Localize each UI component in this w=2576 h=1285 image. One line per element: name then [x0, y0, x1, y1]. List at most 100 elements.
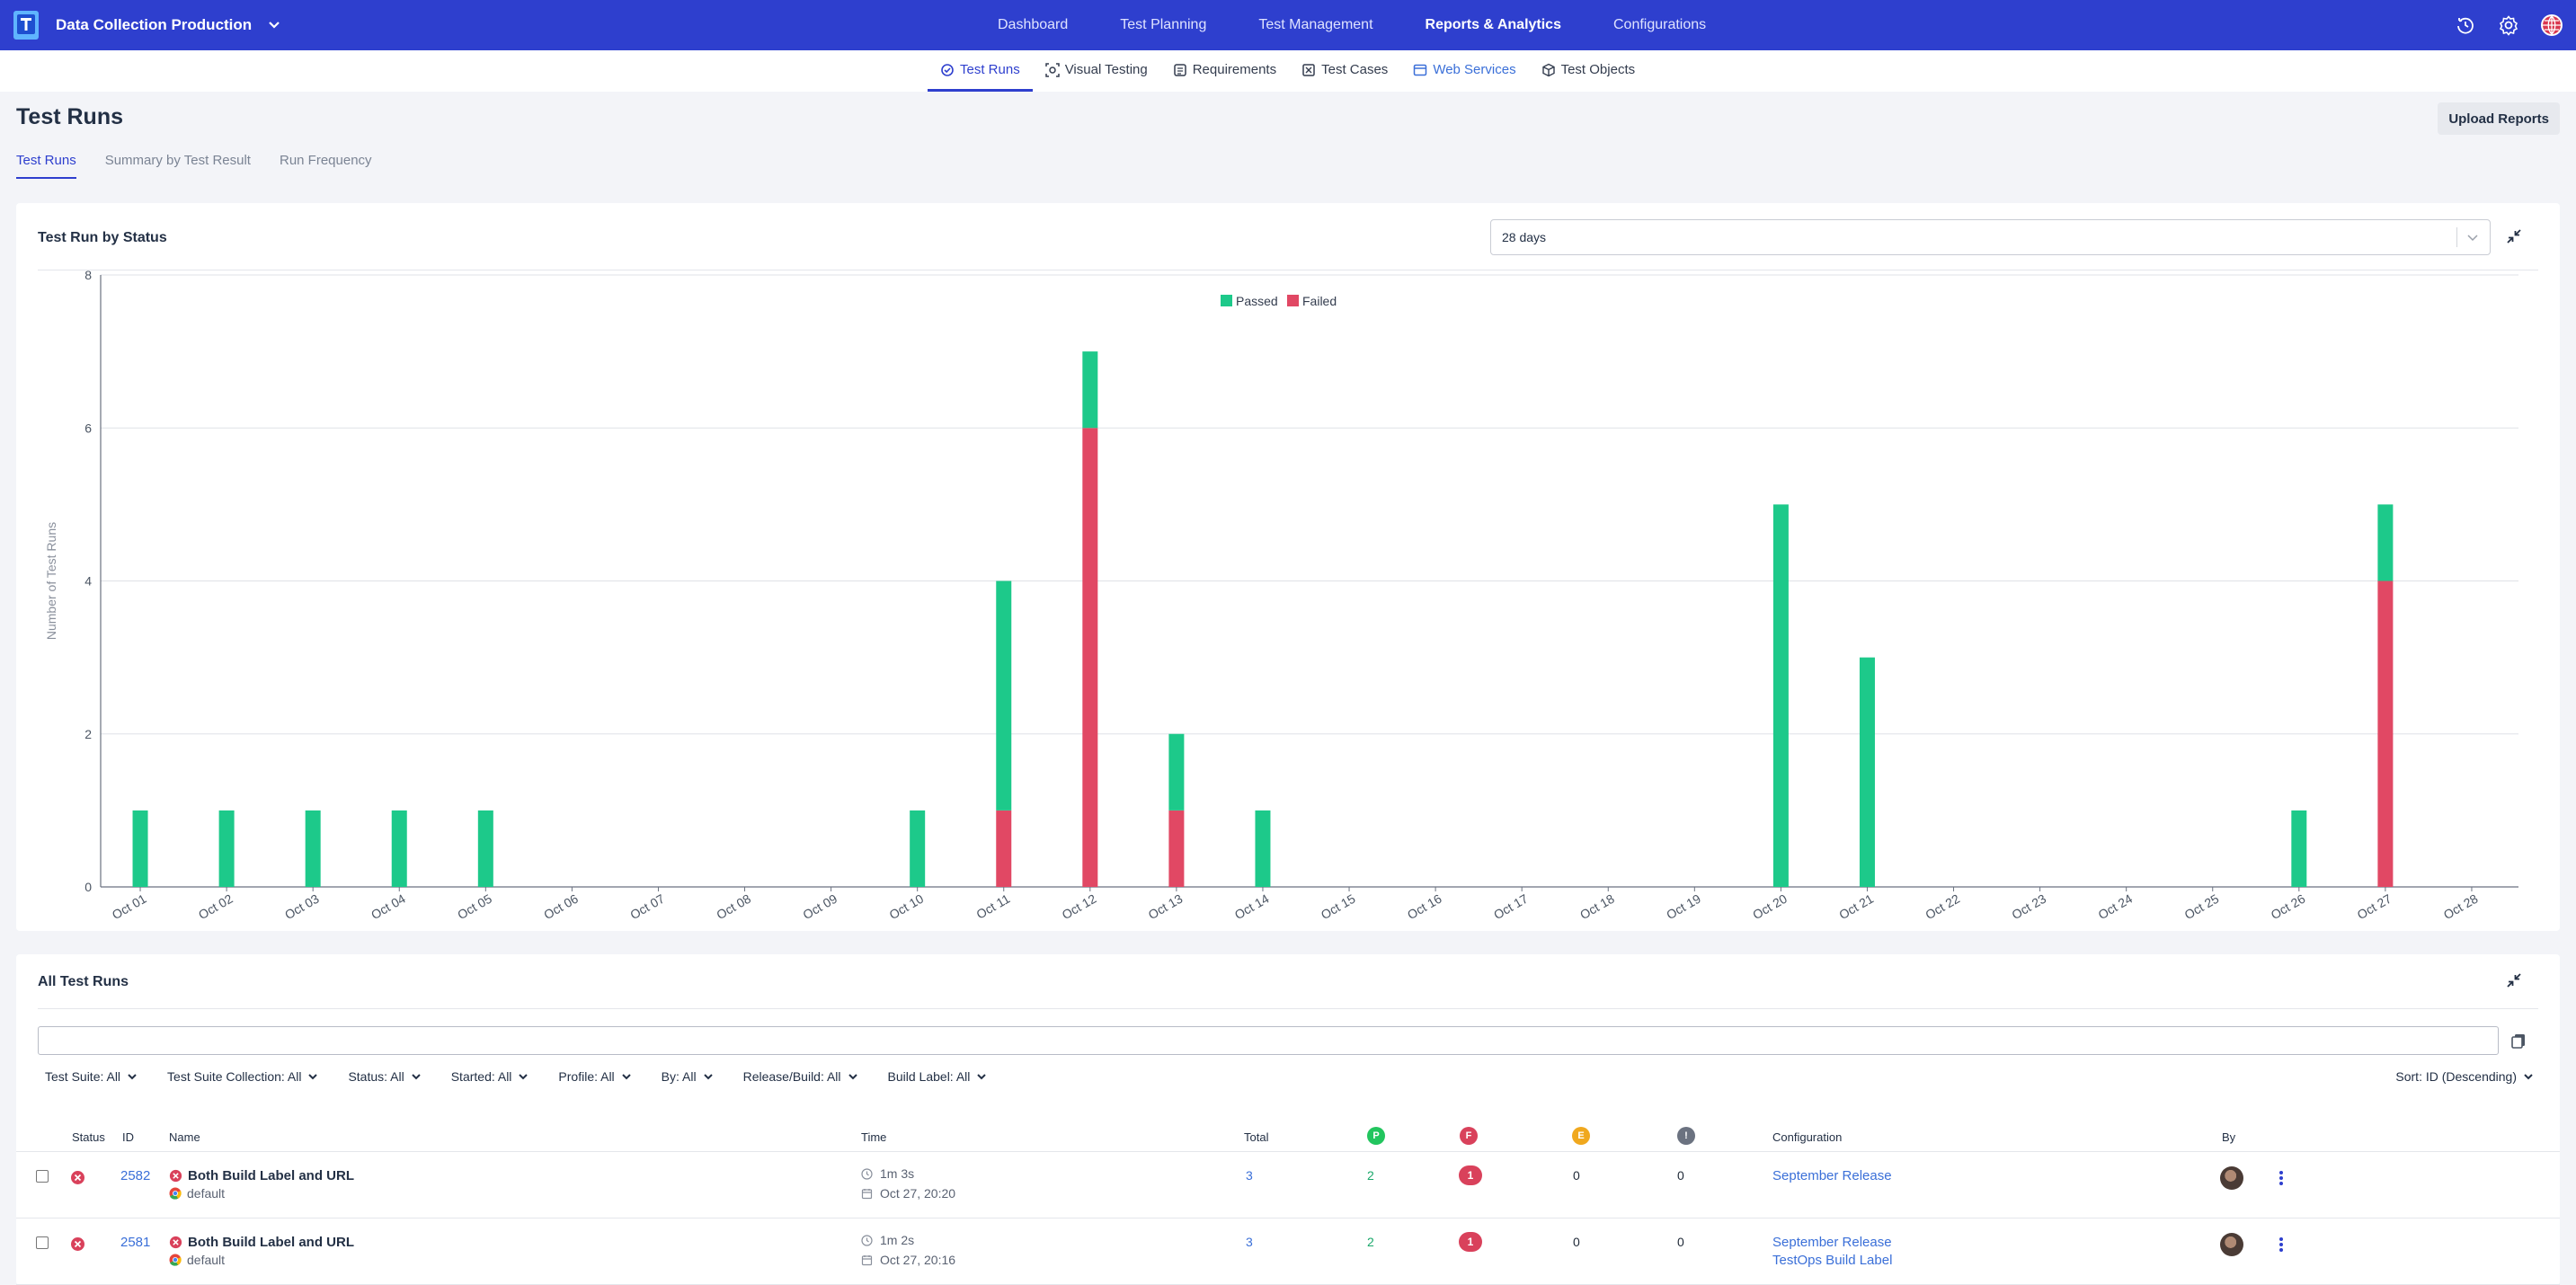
row-checkbox[interactable]	[36, 1236, 49, 1249]
column-failed-badge[interactable]: F	[1460, 1127, 1478, 1145]
column-error-badge[interactable]: E	[1572, 1127, 1590, 1145]
user-avatar[interactable]	[2220, 1166, 2243, 1190]
total-count[interactable]: 3	[1246, 1235, 1253, 1249]
column-name[interactable]: Name	[169, 1130, 200, 1144]
y-tick-label: 0	[84, 880, 92, 894]
sort-dropdown[interactable]: Sort: ID (Descending)	[2395, 1069, 2533, 1084]
user-avatar[interactable]	[2220, 1233, 2243, 1256]
filter-test-suite[interactable]: Test Suite: All	[38, 1069, 137, 1084]
visual-testing-icon	[1044, 62, 1060, 77]
nav-reports-analytics[interactable]: Reports & Analytics	[1425, 17, 1561, 32]
legend-swatch-passed	[1221, 295, 1232, 306]
failed-status-icon	[169, 1169, 182, 1183]
subnav-tab-test-objects[interactable]: Test Objects	[1529, 50, 1648, 92]
tab-summary-by-test-result[interactable]: Summary by Test Result	[104, 153, 251, 168]
passed-count[interactable]: 2	[1367, 1168, 1374, 1183]
run-id-link[interactable]: 2581	[120, 1235, 151, 1250]
column-id[interactable]: ID	[122, 1130, 134, 1144]
column-incomplete-badge[interactable]: !	[1677, 1127, 1695, 1145]
filter-release-build[interactable]: Release/Build: All	[736, 1069, 857, 1084]
history-icon[interactable]	[2454, 13, 2477, 37]
failed-count-badge[interactable]: 1	[1459, 1232, 1482, 1252]
filter-build-label[interactable]: Build Label: All	[881, 1069, 987, 1084]
x-tick-label: Oct 27	[2355, 891, 2394, 923]
x-tick-label: Oct 24	[2095, 891, 2135, 923]
filter-by[interactable]: By: All	[654, 1069, 713, 1084]
column-by[interactable]: By	[2222, 1130, 2236, 1144]
run-name-link[interactable]: Both Build Label and URL	[169, 1235, 354, 1250]
y-tick-label: 2	[84, 727, 92, 741]
configuration-link[interactable]: TestOps Build Label	[1772, 1253, 1893, 1268]
project-name: Data Collection Production	[56, 16, 253, 33]
total-count[interactable]: 3	[1246, 1168, 1253, 1183]
filter-status[interactable]: Status: All	[341, 1069, 421, 1084]
collapse-icon[interactable]	[2504, 970, 2524, 990]
configuration-link[interactable]: September Release	[1772, 1235, 1892, 1250]
run-name-link[interactable]: Both Build Label and URL	[169, 1168, 354, 1183]
tab-run-frequency[interactable]: Run Frequency	[279, 153, 372, 168]
column-total[interactable]: Total	[1244, 1130, 1269, 1144]
more-options-icon[interactable]	[2276, 1235, 2287, 1254]
chevron-down-icon	[269, 22, 280, 29]
x-tick-label: Oct 16	[1405, 891, 1444, 923]
configuration-link[interactable]: September Release	[1772, 1168, 1892, 1183]
page-title: Test Runs	[16, 104, 123, 129]
filter-profile[interactable]: Profile: All	[551, 1069, 631, 1084]
column-time[interactable]: Time	[861, 1130, 887, 1144]
chevron-down-icon	[703, 1074, 713, 1080]
nav-configurations[interactable]: Configurations	[1612, 17, 1707, 32]
bar-passed-oct-12	[1082, 351, 1098, 429]
passed-count[interactable]: 2	[1367, 1235, 1374, 1249]
subnav-tab-visual-testing[interactable]: Visual Testing	[1033, 50, 1160, 92]
chrome-browser-icon	[169, 1254, 182, 1266]
filter-started[interactable]: Started: All	[444, 1069, 529, 1084]
date-range-select[interactable]: 28 days	[1490, 219, 2491, 255]
page-tabs: Test Runs Summary by Test Result Run Fre…	[16, 153, 372, 179]
top-navigation-bar: Data Collection Production Dashboard Tes…	[0, 0, 2576, 50]
profile-name: default	[187, 1253, 226, 1267]
subnav-tab-test-runs[interactable]: Test Runs	[928, 50, 1033, 92]
subnav-tab-requirements[interactable]: Requirements	[1160, 50, 1289, 92]
test-run-by-status-card: Test Run by Status 28 days 0 2 4 6 8 Number o…	[16, 203, 2560, 931]
filter-label: Test Suite Collection: All	[167, 1069, 302, 1084]
filter-test-suite-collection[interactable]: Test Suite Collection: All	[160, 1069, 318, 1084]
x-tick-label: Oct 14	[1232, 891, 1272, 923]
upload-reports-button[interactable]: Upload Reports	[2438, 102, 2560, 135]
bar-passed-oct-05	[477, 810, 493, 887]
profile-label: default	[169, 1253, 225, 1267]
duration-value: 1m 2s	[880, 1233, 915, 1247]
bar-passed-oct-14	[1255, 810, 1271, 887]
nav-test-planning[interactable]: Test Planning	[1120, 17, 1207, 32]
sort-label: Sort: ID (Descending)	[2395, 1069, 2517, 1084]
copy-icon[interactable]	[2509, 1032, 2527, 1050]
subnav-tab-web-services[interactable]: Web Services	[1400, 50, 1528, 92]
y-axis-label: Number of Test Runs	[44, 522, 58, 640]
calendar-icon	[861, 1254, 873, 1265]
column-passed-badge[interactable]: P	[1367, 1127, 1385, 1145]
column-configuration[interactable]: Configuration	[1772, 1130, 1843, 1144]
globe-icon[interactable]	[2540, 13, 2563, 37]
row-checkbox[interactable]	[36, 1170, 49, 1183]
search-input[interactable]	[38, 1026, 2499, 1055]
katalon-logo-icon[interactable]	[13, 9, 41, 41]
column-status[interactable]: Status	[72, 1130, 105, 1144]
tab-test-runs[interactable]: Test Runs	[16, 153, 76, 179]
run-id-link[interactable]: 2582	[120, 1168, 151, 1183]
select-separator	[2456, 227, 2457, 247]
nav-test-management[interactable]: Test Management	[1258, 17, 1373, 32]
failed-count-badge[interactable]: 1	[1459, 1165, 1482, 1185]
subnav-tab-label: Visual Testing	[1064, 62, 1148, 77]
table-row[interactable]: 2581 Both Build Label and URL default 1m 2s…	[16, 1219, 2560, 1285]
chevron-down-icon	[128, 1074, 137, 1080]
subnav-tab-test-cases[interactable]: Test Cases	[1289, 50, 1400, 92]
collapse-icon[interactable]	[2504, 226, 2524, 246]
subnav-tab-label: Web Services	[1433, 62, 1516, 77]
filter-label: Profile: All	[558, 1069, 615, 1084]
bar-passed-oct-21	[1859, 657, 1875, 887]
project-selector[interactable]: Data Collection Production	[56, 0, 280, 50]
bar-passed-oct-20	[1772, 504, 1789, 887]
settings-icon[interactable]	[2497, 13, 2520, 37]
more-options-icon[interactable]	[2276, 1168, 2287, 1188]
nav-dashboard[interactable]: Dashboard	[998, 17, 1069, 32]
table-row[interactable]: 2582 Both Build Label and URL default 1m 3s…	[16, 1152, 2560, 1219]
